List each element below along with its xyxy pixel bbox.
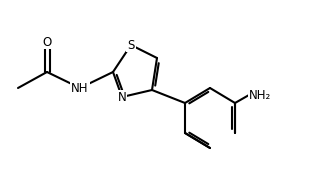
Text: O: O	[42, 35, 51, 49]
Text: NH₂: NH₂	[249, 89, 271, 101]
Text: S: S	[127, 39, 135, 51]
Text: NH: NH	[71, 82, 89, 94]
Text: N: N	[118, 90, 126, 104]
